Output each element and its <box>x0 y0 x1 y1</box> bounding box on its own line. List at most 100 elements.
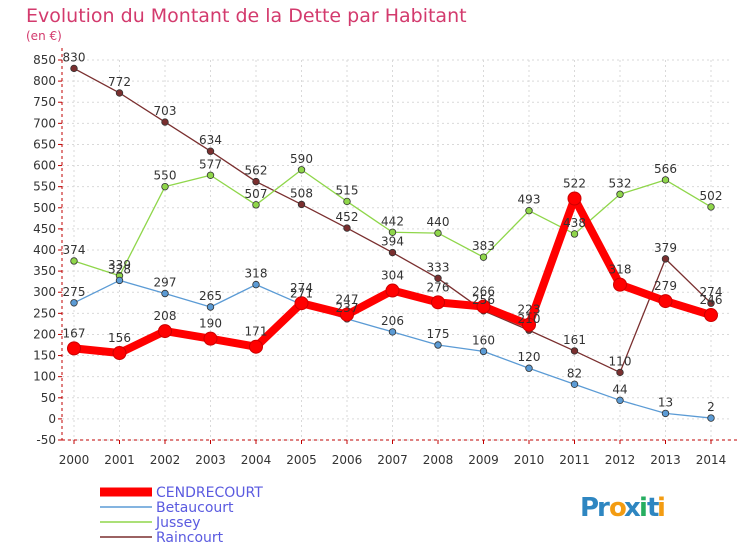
data-label-betaucourt: 297 <box>154 275 177 289</box>
x-tick-label: 2002 <box>150 453 181 467</box>
data-label-betaucourt: 271 <box>290 286 313 300</box>
data-label-cendrecourt: 276 <box>427 280 450 294</box>
x-tick-label: 2001 <box>104 453 135 467</box>
y-tick-label: 350 <box>33 264 56 278</box>
data-point-betaucourt <box>252 280 260 289</box>
data-point-raincourt <box>161 118 169 126</box>
data-label-betaucourt: 120 <box>518 350 541 364</box>
data-point-betaucourt <box>161 289 169 298</box>
x-tick-label: 2012 <box>605 453 636 467</box>
data-point-jussey <box>388 228 397 236</box>
data-label-betaucourt: 275 <box>63 285 86 299</box>
y-tick-label: 200 <box>33 327 56 341</box>
data-label-cendrecourt: 274 <box>290 281 313 295</box>
data-point-cendrecourt <box>704 308 718 323</box>
data-label-jussey: 577 <box>199 157 222 171</box>
legend-label-raincourt: Raincourt <box>156 530 224 546</box>
data-point-cendrecourt <box>522 317 536 332</box>
data-point-jussey <box>434 229 442 237</box>
logo-letter: r <box>597 493 610 523</box>
data-point-betaucourt <box>525 364 533 372</box>
data-point-cendrecourt <box>476 299 491 314</box>
data-point-jussey <box>206 171 215 179</box>
data-label-raincourt: 772 <box>108 75 131 89</box>
y-tick-label: 550 <box>33 180 56 194</box>
data-point-cendrecourt <box>203 331 218 346</box>
data-label-jussey: 515 <box>336 183 359 197</box>
logo-letter: x <box>624 493 641 523</box>
y-tick-label: 300 <box>33 285 56 299</box>
data-label-raincourt: 256 <box>472 293 495 307</box>
y-tick-label: 650 <box>33 137 56 151</box>
x-tick-label: 2000 <box>59 453 90 467</box>
data-label-jussey: 374 <box>63 243 86 257</box>
legend-label-betaucourt: Betaucourt <box>156 500 234 516</box>
data-point-betaucourt <box>479 347 488 356</box>
proxiti-logo: Pr oxi ti <box>580 493 666 523</box>
data-point-cendrecourt <box>294 296 309 311</box>
data-point-raincourt <box>115 89 124 97</box>
data-point-raincourt <box>343 224 351 232</box>
data-point-betaucourt <box>661 409 670 418</box>
data-point-cendrecourt <box>158 324 172 339</box>
data-point-betaucourt <box>434 341 442 349</box>
data-point-raincourt <box>70 64 78 73</box>
y-tick-label: 450 <box>33 222 56 236</box>
data-label-raincourt: 703 <box>154 104 177 118</box>
y-tick-label: 600 <box>33 159 56 173</box>
data-point-cendrecourt <box>249 339 263 354</box>
data-point-raincourt <box>707 299 715 307</box>
logo-letter: i <box>657 493 666 523</box>
data-label-jussey: 339 <box>108 258 131 272</box>
data-label-raincourt: 830 <box>63 50 86 64</box>
data-label-jussey: 566 <box>654 162 677 176</box>
legend-label-jussey: Jussey <box>155 515 201 531</box>
y-tick-label: 100 <box>33 370 56 384</box>
data-label-jussey: 550 <box>154 169 177 183</box>
data-label-cendrecourt: 522 <box>563 176 586 190</box>
logo-letter: i <box>639 493 648 523</box>
data-point-cendrecourt <box>385 283 400 298</box>
data-label-jussey: 383 <box>472 239 495 253</box>
data-label-cendrecourt: 304 <box>381 269 404 283</box>
x-tick-label: 2006 <box>332 453 363 467</box>
data-label-raincourt: 274 <box>700 285 723 299</box>
data-point-betaucourt <box>206 303 215 311</box>
x-tick-label: 2008 <box>423 453 454 467</box>
data-label-cendrecourt: 190 <box>199 317 222 331</box>
data-label-jussey: 590 <box>290 152 313 166</box>
data-label-betaucourt: 175 <box>427 327 450 341</box>
data-label-cendrecourt: 167 <box>63 326 86 340</box>
data-point-jussey <box>161 182 169 191</box>
data-point-cendrecourt <box>613 277 627 292</box>
data-label-jussey: 493 <box>518 193 541 207</box>
data-point-jussey <box>707 203 715 211</box>
data-labels: 830 772 703 634 562 508 452 394 333 256 210 161 110 3… <box>63 50 723 414</box>
y-tick-label: -50 <box>36 433 56 447</box>
chart-title: Evolution du Montant de la Dette par Hab… <box>26 5 467 27</box>
data-label-cendrecourt: 246 <box>700 293 723 307</box>
data-label-jussey: 507 <box>245 187 268 201</box>
data-point-raincourt <box>434 274 442 282</box>
x-tick-label: 2011 <box>559 453 590 467</box>
y-tick-label: 250 <box>33 306 56 320</box>
logo-letter: P <box>580 493 599 523</box>
data-label-cendrecourt: 223 <box>518 303 541 317</box>
data-label-betaucourt: 265 <box>199 289 222 303</box>
data-point-cendrecourt <box>340 307 354 322</box>
data-point-raincourt <box>206 147 215 155</box>
data-label-cendrecourt: 279 <box>654 279 677 293</box>
data-point-jussey <box>479 253 488 261</box>
data-point-betaucourt <box>616 396 624 405</box>
data-point-jussey <box>297 166 306 174</box>
data-point-jussey <box>570 230 579 238</box>
data-label-betaucourt: 82 <box>567 366 582 380</box>
data-point-betaucourt <box>570 380 579 388</box>
data-label-raincourt: 210 <box>518 312 541 326</box>
data-label-cendrecourt: 247 <box>336 293 359 307</box>
y-tick-label: 800 <box>33 74 56 88</box>
data-label-betaucourt: 318 <box>245 267 268 281</box>
x-tick-label: 2013 <box>650 453 681 467</box>
data-label-jussey: 440 <box>427 215 450 229</box>
